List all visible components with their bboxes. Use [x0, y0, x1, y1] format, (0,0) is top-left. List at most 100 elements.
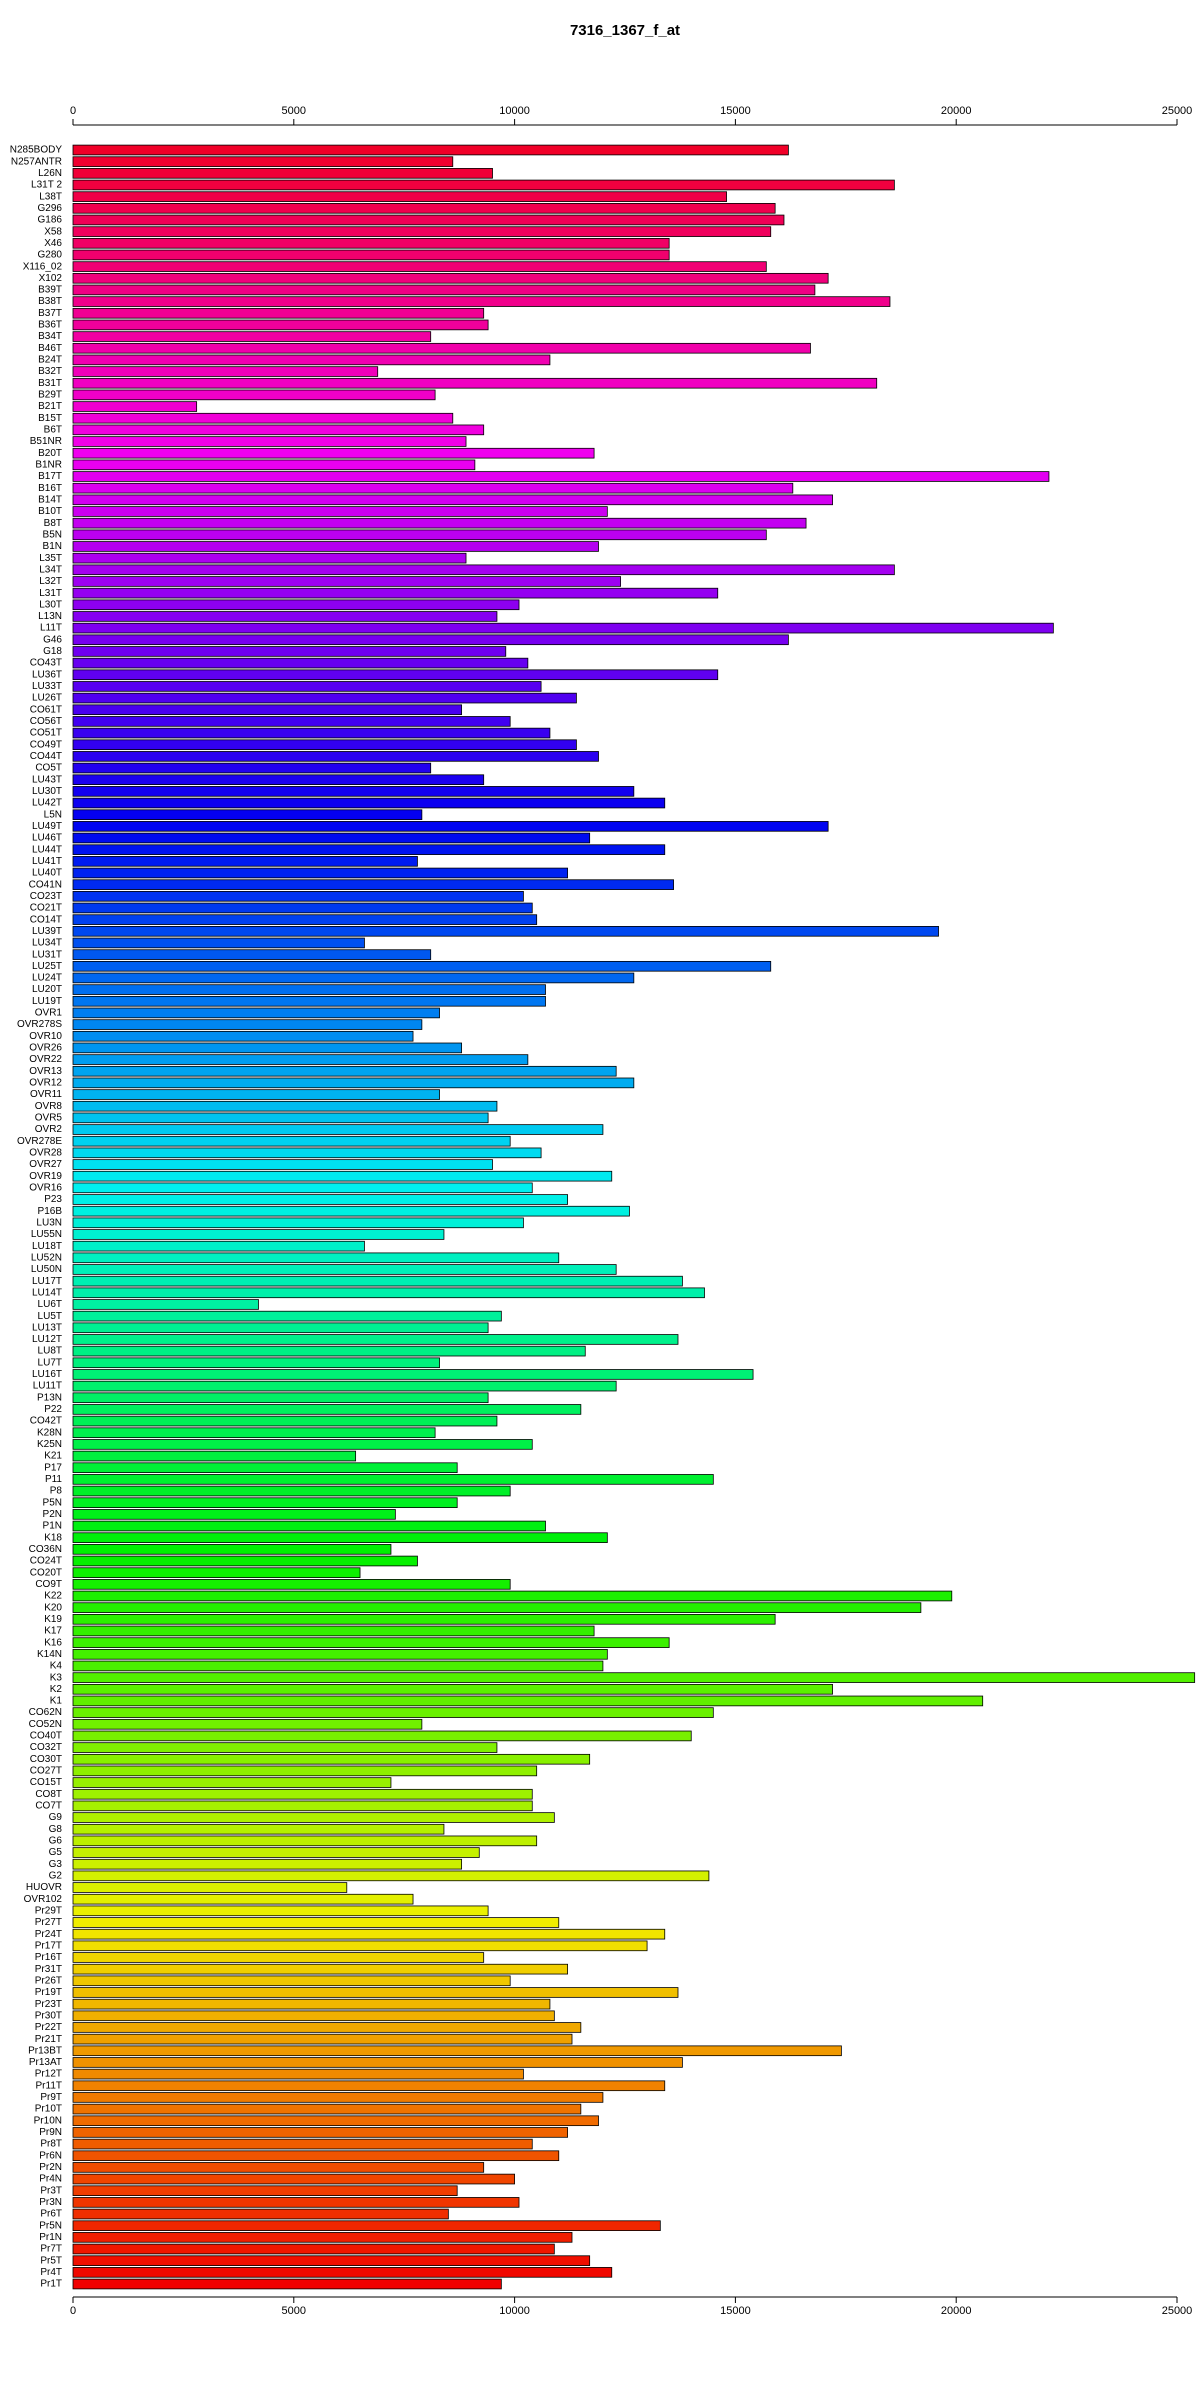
y-tick-label: G9 — [49, 1812, 63, 1823]
bar — [72, 366, 379, 377]
bar — [72, 1310, 502, 1322]
bar — [72, 716, 511, 727]
bar — [72, 1532, 608, 1543]
bar — [72, 226, 772, 237]
bar — [72, 1509, 396, 1520]
y-tick-label: LU20T — [32, 984, 62, 995]
bar — [72, 2162, 485, 2173]
bar — [72, 214, 785, 226]
bar — [72, 2173, 516, 2185]
y-tick-label: CO30T — [30, 1754, 62, 1765]
bar — [72, 272, 829, 284]
bar — [72, 879, 674, 890]
bar — [72, 2138, 533, 2150]
y-tick-label: X102 — [39, 273, 63, 284]
bar — [72, 296, 891, 307]
bar — [72, 1474, 714, 1485]
y-tick-label: K2 — [50, 1684, 63, 1695]
y-tick-label: LU31T — [32, 949, 62, 960]
y-tick-label: LU19T — [32, 996, 62, 1007]
y-tick-label: CO44T — [30, 751, 62, 762]
bar — [72, 471, 1050, 482]
y-tick-label: CO56T — [30, 716, 62, 727]
y-tick-label: LU25T — [32, 961, 62, 972]
y-tick-label: LU50N — [31, 1264, 62, 1275]
y-tick-label: X46 — [44, 238, 62, 249]
bar — [72, 541, 599, 552]
y-tick-label: Pr3N — [39, 2197, 62, 2208]
y-tick-label: K14N — [37, 1649, 62, 1660]
bar — [72, 1007, 440, 1019]
y-tick-label: B31T — [38, 378, 62, 389]
x-tick-label: 10000 — [499, 105, 530, 117]
bar — [72, 1287, 705, 1299]
y-tick-label: CO40T — [30, 1731, 62, 1742]
y-tick-label: Pr3T — [40, 2185, 62, 2196]
bar — [72, 1940, 648, 1952]
bar — [72, 611, 498, 622]
y-tick-label: B1N — [43, 541, 62, 552]
bar — [72, 1765, 538, 1777]
bar — [72, 2092, 604, 2103]
y-tick-label: LU16T — [32, 1369, 62, 1380]
x-tick-label: 0 — [70, 2305, 76, 2317]
bar — [72, 1590, 953, 1602]
y-tick-label: B5N — [43, 529, 62, 540]
bar — [72, 168, 493, 179]
bar — [72, 821, 829, 832]
bar — [72, 1544, 392, 1555]
bar — [72, 681, 542, 692]
y-tick-label: CO24T — [30, 1556, 62, 1567]
y-tick-label: Pr17T — [35, 1940, 62, 1951]
y-tick-label: Pr5T — [40, 2255, 62, 2266]
bar — [72, 692, 577, 704]
y-tick-label: L31T 2 — [31, 180, 62, 191]
y-tick-label: OVR13 — [29, 1066, 62, 1077]
bar — [72, 1952, 485, 1963]
bar — [72, 1345, 586, 1357]
bar — [72, 2033, 573, 2045]
y-tick-label: OVR5 — [35, 1113, 63, 1124]
bar — [72, 412, 454, 424]
bar — [72, 739, 577, 751]
y-tick-label: OVR102 — [24, 1894, 63, 1905]
y-tick-label: LU30T — [32, 786, 62, 797]
bar — [72, 1497, 458, 1508]
bar — [72, 1124, 604, 1135]
y-tick-label: CO42T — [30, 1416, 62, 1427]
bar — [72, 237, 670, 249]
bar — [72, 1614, 776, 1625]
x-tick-label: 10000 — [499, 2305, 530, 2317]
y-tick-label: Pr10T — [35, 2104, 62, 2115]
y-tick-label: Pr24T — [35, 1929, 62, 1940]
y-tick-label: B38T — [38, 296, 62, 307]
y-tick-label: CO7T — [35, 1801, 62, 1812]
y-tick-label: LU36T — [32, 669, 62, 680]
bar — [72, 564, 895, 576]
bar — [72, 1089, 440, 1100]
x-tick-label: 5000 — [282, 105, 306, 117]
bar — [72, 1369, 754, 1380]
bar — [72, 1462, 458, 1474]
y-tick-label: L35T — [39, 553, 62, 564]
y-tick-label: L30T — [39, 599, 62, 610]
y-tick-label: CO43T — [30, 658, 62, 669]
bar — [72, 1030, 414, 1042]
y-tick-label: X116_02 — [23, 261, 63, 272]
x-tick-label: 0 — [70, 105, 76, 117]
y-tick-label: Pr26T — [35, 1975, 62, 1986]
bar — [72, 762, 432, 774]
bar — [72, 2068, 524, 2080]
y-tick-label: CO49T — [30, 739, 62, 750]
bar — [72, 949, 432, 960]
bar — [72, 1963, 568, 1975]
y-tick-label: G8 — [49, 1824, 63, 1835]
bar — [72, 1672, 1196, 1683]
y-tick-label: G46 — [43, 634, 62, 645]
y-tick-label: L34T — [39, 564, 62, 575]
bar — [72, 797, 666, 809]
y-tick-label: L32T — [39, 576, 62, 587]
bar — [72, 1660, 604, 1672]
bar — [72, 1334, 679, 1345]
y-tick-label: LU33T — [32, 681, 62, 692]
